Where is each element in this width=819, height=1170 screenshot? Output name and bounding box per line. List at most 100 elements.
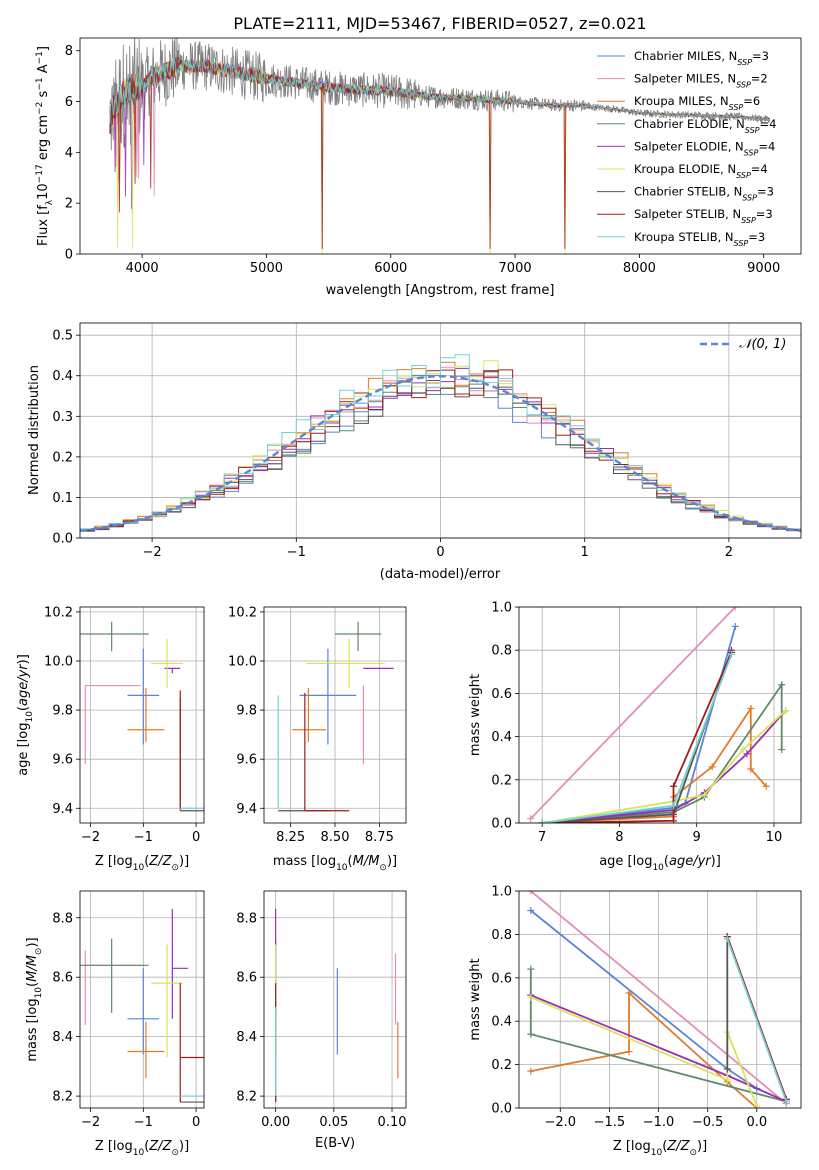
mass_vs_EBV-plot-area xyxy=(275,908,399,1103)
age_vs_Z-ylabel: age [log10(age/yr)] xyxy=(16,654,35,776)
y-tick-label: 9.6 xyxy=(236,753,257,768)
y-tick-label: 0.2 xyxy=(491,1058,512,1073)
y-tick-label: 0.4 xyxy=(491,730,512,745)
y-tick-label: 0.8 xyxy=(491,928,512,943)
x-tick-label: 8.25 xyxy=(276,830,305,845)
label-part: 10 xyxy=(133,1148,145,1158)
weight-marker xyxy=(670,817,678,823)
label-part: age [log xyxy=(599,854,652,869)
legend-n: =3 xyxy=(752,49,769,63)
legend-sub: SSP xyxy=(745,125,760,134)
errorbar-chabrier-elodie xyxy=(80,938,149,1013)
age_vs_mass-plot-area xyxy=(277,621,394,812)
spectrum-plot-area xyxy=(109,38,771,254)
spectrum-ylabel: Flux [fλ10−17 erg cm−2 s−1 A−1] xyxy=(35,46,55,246)
label-part: )] xyxy=(697,1139,707,1154)
label-part: Z/Z xyxy=(666,1139,690,1154)
legend-text: Salpeter ELODIE, N xyxy=(634,139,744,153)
age_vs_Z-axes: −2 −1 09.49.69.810.010.2Z [log10(Z/Z⊙)]age… xyxy=(16,605,205,873)
weight-marker xyxy=(778,746,786,754)
label-part: A xyxy=(36,64,51,77)
x-tick-label: 1 xyxy=(581,545,589,560)
legend-n: =2 xyxy=(751,72,768,86)
legend-sub: SSP xyxy=(742,193,757,202)
axes-frame xyxy=(518,606,802,824)
y-tick-label: 4 xyxy=(65,146,73,161)
weight_vs_age-xlabel: age [log10(age/yr)] xyxy=(599,854,721,873)
x-tick-label: 10 xyxy=(766,830,783,845)
legend-entry: Kroupa MILES, NSSP=6 xyxy=(634,94,760,112)
residuals-ylabel: Normed distribution xyxy=(27,365,42,495)
mass_vs_Z-xlabel: Z [log10(Z/Z⊙)] xyxy=(95,1139,189,1158)
y-tick-label: 0.6 xyxy=(491,971,512,986)
x-tick-label: 8000 xyxy=(623,261,656,276)
legend-entry: Salpeter STELIB, NSSP=3 xyxy=(634,207,773,225)
label-part: s xyxy=(36,90,51,101)
weight-marker xyxy=(743,750,751,758)
weight-marker xyxy=(723,935,731,943)
y-tick-label: 9.8 xyxy=(52,704,73,719)
x-tick-label: 0 xyxy=(192,1115,200,1130)
errorbar-kroupa-elodie xyxy=(306,638,385,688)
errorbar-salpeter-miles xyxy=(84,684,141,765)
errorbar-chabrier-miles xyxy=(127,968,160,1055)
y-tick-label: 0.6 xyxy=(491,687,512,702)
weight-marker xyxy=(527,907,535,915)
axes-frame xyxy=(518,890,802,1109)
label-part: −1 xyxy=(35,77,45,90)
errorbar-chabrier-miles xyxy=(127,648,160,745)
errorbar-chabrier-elodie xyxy=(335,621,382,652)
weight-marker xyxy=(527,993,535,1001)
y-tick-label: 1.0 xyxy=(491,885,512,900)
y-tick-label: 10.0 xyxy=(44,655,73,670)
label-part: 10 xyxy=(36,183,51,200)
axes-frame xyxy=(79,322,802,539)
legend-entry: Chabrier MILES, NSSP=3 xyxy=(634,49,769,67)
y-tick-label: 8.4 xyxy=(52,1030,73,1045)
x-tick-label: 0.10 xyxy=(378,1115,407,1130)
y-tick-label: 8.8 xyxy=(52,911,73,926)
y-tick-label: 9.8 xyxy=(236,704,257,719)
axes-frame xyxy=(263,606,407,824)
mass_vs_EBV-axes: 0.00 0.05 0.10 8.2 8.4 8.6 8.8 E(B-V) xyxy=(236,890,407,1151)
legend-text: Salpeter STELIB, N xyxy=(634,207,741,221)
legend-sub: SSP xyxy=(741,216,756,225)
weight_vs_Z-xlabel: Z [log10(Z/Z⊙)] xyxy=(613,1139,707,1158)
legend-n: =3 xyxy=(756,207,773,221)
spectrum-axes: 4000 5000 6000 7000 8000 9000 0 2 4 6 8 Chabrier MI… xyxy=(35,37,802,298)
y-tick-label: 0 xyxy=(65,248,73,263)
weight_vs_Z-plot-area xyxy=(527,891,790,1108)
weight-marker xyxy=(739,746,747,754)
legend-text: Kroupa STELIB, N xyxy=(634,230,734,244)
x-tick-label: −1 xyxy=(134,830,153,845)
legend-entry: Salpeter MILES, NSSP=2 xyxy=(634,72,768,90)
weight-marker xyxy=(778,681,786,689)
label-part: −1 xyxy=(35,51,45,64)
errorbar-chabrier-stelib xyxy=(179,697,204,812)
label-part: )] xyxy=(25,937,40,947)
x-tick-label: 8 xyxy=(615,830,623,845)
y-tick-label: 9.4 xyxy=(52,802,73,817)
weight-line xyxy=(530,891,787,1105)
weight-line xyxy=(726,938,788,1102)
label-part: mass [log xyxy=(273,854,336,869)
legend-entry: Kroupa ELODIE, NSSP=4 xyxy=(634,162,768,180)
label-part: −17 xyxy=(35,164,45,183)
label-part: ⊙ xyxy=(34,948,44,956)
residuals-axes: −2 −1 0 1 2 0.0 0.1 0.2 0.3 0.4 0.5 𝒩(0, 1) (data-mo… xyxy=(27,322,802,582)
errorbar-chabrier-elodie xyxy=(80,621,149,652)
label-part: ( xyxy=(662,1139,667,1154)
y-tick-label: 0.5 xyxy=(52,329,73,344)
weight-marker xyxy=(782,707,790,715)
weight-marker xyxy=(670,782,678,790)
errorbar-kroupa-miles xyxy=(127,1021,165,1079)
legend-n: =4 xyxy=(758,139,775,153)
x-tick-label: −2 xyxy=(81,1115,100,1130)
errorbar-salpeter-elodie xyxy=(171,908,189,1019)
x-tick-label: −2 xyxy=(143,545,162,560)
weight-marker xyxy=(782,1097,790,1105)
errorbar-kroupa-miles xyxy=(292,688,327,742)
x-tick-label: 7000 xyxy=(499,261,532,276)
mass_vs_Z-axes: −2 −1 08.28.48.68.8Z [log10(Z/Z⊙)]mass [lo… xyxy=(25,890,205,1158)
age_vs_mass-xlabel: mass [log10(M/M⊙)] xyxy=(273,854,397,873)
